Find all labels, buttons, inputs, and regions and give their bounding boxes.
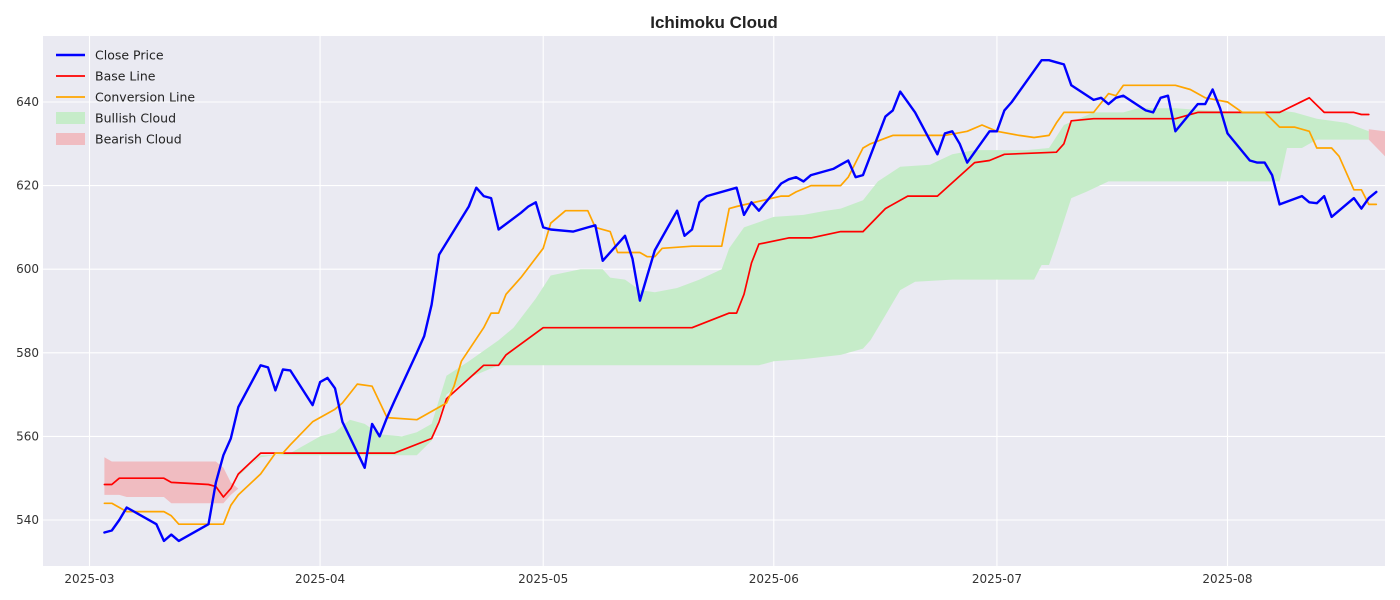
x-tick-label: 2025-07 bbox=[972, 572, 1022, 586]
legend-item: Bearish Cloud bbox=[56, 132, 182, 147]
legend-label: Close Price bbox=[95, 48, 164, 63]
x-tick-label: 2025-04 bbox=[295, 572, 345, 586]
y-tick-label: 640 bbox=[16, 95, 39, 109]
legend-swatch bbox=[56, 112, 85, 124]
legend: Close Price Base Line Conversion Line Bulli… bbox=[56, 48, 195, 147]
legend-item: Conversion Line bbox=[56, 90, 195, 105]
y-tick-label: 580 bbox=[16, 346, 39, 360]
chart-title: Ichimoku Cloud bbox=[650, 13, 778, 32]
bearish-cloud bbox=[1368, 129, 1385, 180]
legend-item: Bullish Cloud bbox=[56, 111, 176, 126]
y-axis: 540 560 580 600 620 640 bbox=[16, 95, 39, 527]
bullish-cloud bbox=[238, 108, 1369, 477]
legend-item: Base Line bbox=[56, 69, 156, 84]
x-axis: 2025-03 2025-04 2025-05 2025-06 2025-07 2025-… bbox=[64, 572, 1252, 586]
y-tick-label: 560 bbox=[16, 429, 39, 443]
series-conversion-line bbox=[103, 84, 1378, 526]
x-tick-label: 2025-06 bbox=[749, 572, 799, 586]
series-close-price bbox=[103, 59, 1378, 543]
series-base-line bbox=[103, 96, 1370, 498]
legend-label: Bearish Cloud bbox=[95, 132, 182, 147]
legend-label: Base Line bbox=[95, 69, 156, 84]
cloud-layer bbox=[104, 108, 1385, 504]
legend-label: Conversion Line bbox=[95, 90, 195, 105]
x-tick-label: 2025-03 bbox=[64, 572, 114, 586]
y-tick-label: 620 bbox=[16, 179, 39, 193]
y-tick-label: 600 bbox=[16, 262, 39, 276]
y-tick-label: 540 bbox=[16, 513, 39, 527]
legend-label: Bullish Cloud bbox=[95, 111, 176, 126]
legend-item: Close Price bbox=[56, 48, 164, 63]
series-layer bbox=[103, 59, 1378, 543]
x-tick-label: 2025-05 bbox=[518, 572, 568, 586]
legend-swatch bbox=[56, 133, 85, 145]
x-tick-label: 2025-08 bbox=[1202, 572, 1252, 586]
bearish-cloud bbox=[104, 457, 239, 504]
grid bbox=[43, 36, 1385, 566]
